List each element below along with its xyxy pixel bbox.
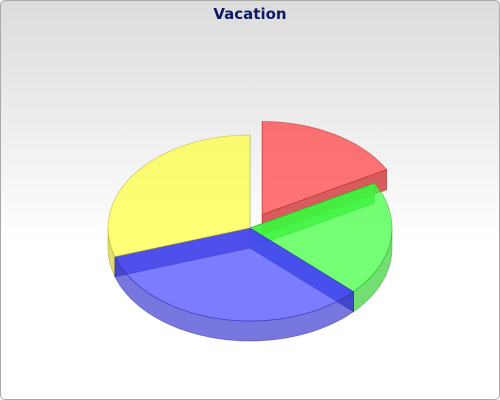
pie-slice-0 bbox=[261, 121, 388, 216]
pie-slice-2 bbox=[114, 227, 355, 322]
pie-slice-1 bbox=[249, 182, 393, 293]
chart-title: Vacation bbox=[213, 5, 287, 23]
pie-slice-3 bbox=[107, 134, 251, 258]
